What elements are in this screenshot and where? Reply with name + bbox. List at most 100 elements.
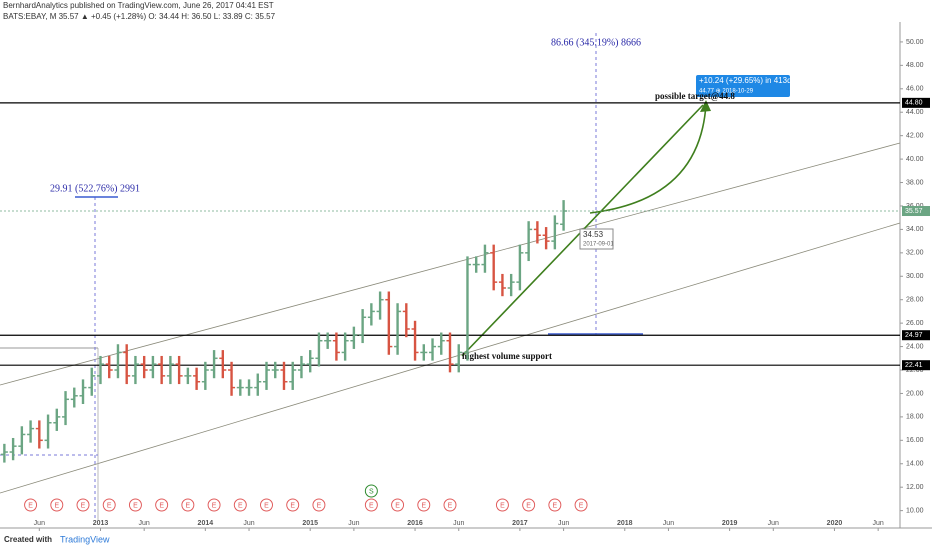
earnings-marker (391, 498, 405, 512)
point-box (579, 228, 614, 250)
x-tick-label: 2014 (198, 520, 214, 527)
earnings-label: E (290, 502, 295, 509)
x-tick-label: 2018 (617, 520, 633, 527)
y-tick-label: 16.00 (906, 437, 924, 444)
earnings-label: E (579, 502, 584, 509)
earnings-label: E (500, 502, 505, 509)
earnings-marker (260, 498, 274, 512)
point-price: 34.53 (583, 230, 604, 239)
y-tick-label: 38.00 (906, 179, 924, 186)
earnings-label: E (81, 502, 86, 509)
x-tick-label: Jun (453, 520, 464, 527)
y-tick-label: 24.00 (906, 343, 924, 350)
earnings-marker (102, 498, 116, 512)
x-tick-label: 2016 (407, 520, 423, 527)
earnings-label: E (212, 502, 217, 509)
x-tick-label: 2017 (512, 520, 528, 527)
earnings-marker (522, 498, 536, 512)
x-tick-label: 2013 (93, 520, 109, 527)
earnings-label: E (186, 502, 191, 509)
projection-box (696, 75, 790, 97)
x-tick-label: Jun (243, 520, 254, 527)
earnings-label: E (369, 502, 374, 509)
earnings-marker (207, 498, 221, 512)
y-tick-label: 50.00 (906, 39, 924, 46)
y-tick-label: 20.00 (906, 390, 924, 397)
y-tick-label: 18.00 (906, 414, 924, 421)
earnings-marker (495, 498, 509, 512)
projection-curve (589, 103, 707, 214)
earnings-marker (128, 498, 142, 512)
y-tick-label: 28.00 (906, 297, 924, 304)
earnings-label: E (421, 502, 426, 509)
x-tick-label: Jun (34, 520, 45, 527)
range-label: 86.66 (345.19%) 8666 (551, 37, 641, 48)
earnings-marker (286, 498, 300, 512)
x-tick-label: 2015 (302, 520, 318, 527)
earnings-marker (417, 498, 431, 512)
header: BernhardAnalytics published on TradingVi… (3, 1, 274, 10)
earnings-label: E (107, 502, 112, 509)
y-tick-label: 12.00 (906, 484, 924, 491)
earnings-marker (233, 498, 247, 512)
level-tag (902, 360, 930, 371)
earnings-label: E (395, 502, 400, 509)
x-tick-label: Jun (558, 520, 569, 527)
y-tick-label: 46.00 (906, 86, 924, 93)
earnings-marker (50, 498, 64, 512)
y-tick-label: 32.00 (906, 250, 924, 257)
y-tick-label: 30.00 (906, 273, 924, 280)
y-tick-label: 14.00 (906, 461, 924, 468)
x-tick-label: Jun (768, 520, 779, 527)
earnings-label: E (317, 502, 322, 509)
y-tick-label: 48.00 (906, 62, 924, 69)
x-tick-label: Jun (663, 520, 674, 527)
earnings-label: E (238, 502, 243, 509)
earnings-marker (181, 498, 195, 512)
level-tag (902, 330, 930, 341)
level-tag (902, 206, 930, 217)
support-label: highest volume support (462, 351, 552, 361)
x-tick-label: 2020 (827, 520, 843, 527)
earnings-marker (548, 498, 562, 512)
split-label: S (369, 488, 374, 495)
y-tick-label: 10.00 (906, 507, 924, 514)
x-tick-label: Jun (139, 520, 150, 527)
earnings-marker (443, 498, 457, 512)
projection-label: +10.24 (+29.65%) in 413d (699, 76, 792, 85)
level-label: 35.57 (905, 208, 923, 215)
earnings-label: E (553, 502, 558, 509)
level-label: 22.41 (905, 362, 923, 369)
footer-created: Created with (4, 535, 52, 544)
symbol-line: BATS:EBAY, M 35.57 ▲ +0.45 (+1.28%) O: 3… (3, 12, 276, 21)
range-label: 29.91 (522.76%) 2991 (50, 183, 140, 194)
earnings-label: E (448, 502, 453, 509)
split-marker (364, 484, 378, 498)
earnings-label: E (133, 502, 138, 509)
target-label: possible target@44.8 (655, 91, 735, 101)
y-tick-label: 22.00 (906, 367, 924, 374)
footer-brand: TradingView (60, 534, 110, 544)
earnings-marker (76, 498, 90, 512)
earnings-label: E (28, 502, 33, 509)
earnings-marker (574, 498, 588, 512)
y-tick-label: 44.00 (906, 109, 924, 116)
earnings-label: E (54, 502, 59, 509)
earnings-label: E (159, 502, 164, 509)
earnings-label: E (526, 502, 531, 509)
point-date: 2017-09-01 (583, 242, 614, 248)
projection-sub: 44.77 ⊕ 2018-10-29 (699, 89, 754, 95)
y-tick-label: 42.00 (906, 133, 924, 140)
arrowhead (700, 100, 711, 112)
y-tick-label: 34.00 (906, 226, 924, 233)
earnings-label: E (264, 502, 269, 509)
x-tick-label: Jun (873, 520, 884, 527)
y-tick-label: 26.00 (906, 320, 924, 327)
level-label: 24.97 (905, 332, 923, 339)
x-tick-label: 2019 (722, 520, 738, 527)
y-tick-label: 40.00 (906, 156, 924, 163)
channel-top (0, 142, 901, 386)
earnings-marker (155, 498, 169, 512)
